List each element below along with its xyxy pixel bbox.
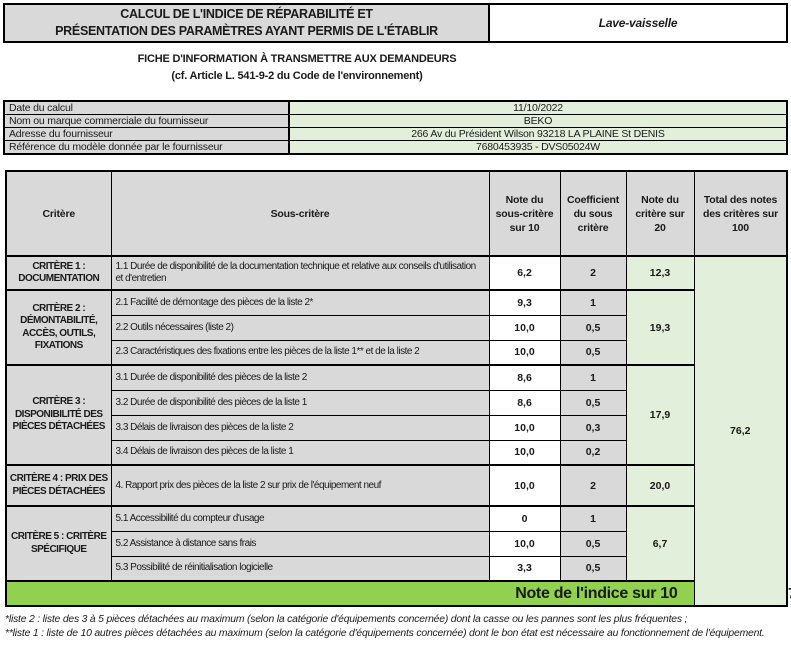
info-value-reference: 7680453935 - DVS05024W <box>288 140 788 155</box>
subcriterion-cell: 5.2 Assistance à distance sans frais <box>110 530 490 557</box>
col-header-critere: Critère <box>5 170 112 257</box>
note20-cell: 19,3 <box>625 289 695 366</box>
coeff-cell: 0,3 <box>559 414 627 441</box>
table-row: 2.3 Caractéristiques des fixations entre… <box>6 339 787 366</box>
criterion-cell: CRITÈRE 4 : PRIX DES PIÈCES DÉTACHÉES <box>5 464 112 507</box>
subcriterion-cell: 2.1 Facilité de démontage des pièces de … <box>110 289 490 316</box>
criteria-table-header: Critère Sous-critère Note du sous-critèr… <box>5 170 788 257</box>
col-header-note10: Note du sous-critère sur 10 <box>488 170 561 257</box>
subcriterion-cell: 3.1 Durée de disponibilité des pièces de… <box>110 364 490 391</box>
note10-cell: 3,3 <box>488 555 561 582</box>
footnote-liste1: **liste 1 : liste de 10 autres pièces dé… <box>5 627 765 639</box>
note10-cell: 9,3 <box>488 289 561 316</box>
note10-cell: 10,0 <box>488 414 561 441</box>
coeff-cell: 0,2 <box>559 439 627 466</box>
product-category-box: Lave-vaisselle <box>488 3 788 43</box>
col-header-total100: Total des notes des critères sur 100 <box>693 170 788 257</box>
note10-cell: 8,6 <box>488 364 561 391</box>
col-header-coefficient: Coefficient du sous critère <box>559 170 627 257</box>
note20-cell: 17,9 <box>625 364 695 466</box>
subcriterion-cell: 3.4 Délais de livraison des pièces de la… <box>110 439 490 466</box>
note20-cell: 12,3 <box>625 255 695 291</box>
subcriterion-cell: 5.1 Accessibilité du compteur d'usage <box>110 505 490 532</box>
document-subtitle: FICHE D'INFORMATION À TRANSMETTRE AUX DE… <box>0 51 594 85</box>
note20-cell: 6,7 <box>625 505 695 582</box>
table-row: 5.3 Possibilité de réinitialisation logi… <box>6 555 787 582</box>
table-row: CRITÈRE 1 : DOCUMENTATION 1.1 Durée de d… <box>5 255 788 607</box>
repairability-sheet: CALCUL DE L'INDICE DE RÉPARABILITÉ ET PR… <box>0 3 791 640</box>
coeff-cell: 2 <box>559 255 627 291</box>
subcriterion-cell: 2.3 Caractéristiques des fixations entre… <box>110 339 490 366</box>
coeff-cell: 0,5 <box>559 389 627 416</box>
coeff-cell: 1 <box>559 505 627 532</box>
note10-cell: 0 <box>488 505 561 532</box>
final-score-label: Note de l'indice sur 10 <box>5 580 695 607</box>
coeff-cell: 1 <box>559 289 627 316</box>
subcriterion-cell: 3.2 Durée de disponibilité des pièces de… <box>110 389 490 416</box>
table-row: 2.2 Outils nécessaires (liste 2) 10,0 0,… <box>6 314 787 341</box>
document-title: CALCUL DE L'INDICE DE RÉPARABILITÉ ET PR… <box>3 3 490 43</box>
info-value-brand: BEKO <box>288 114 788 128</box>
criterion-cell: CRITÈRE 1 : DOCUMENTATION <box>5 255 112 291</box>
coeff-cell: 0,5 <box>559 530 627 557</box>
col-header-note20: Note du critère sur 20 <box>625 170 695 257</box>
info-row-address: Adresse du fournisseur 266 Av du Préside… <box>3 127 788 141</box>
coeff-cell: 0,5 <box>559 314 627 341</box>
criterion-cell: CRITÈRE 3 : DISPONIBILITÉ DES PIÈCES DÉT… <box>5 364 112 466</box>
subtitle-line1: FICHE D'INFORMATION À TRANSMETTRE AUX DE… <box>137 53 457 65</box>
table-row: CRITÈRE 3 : DISPONIBILITÉ DES PIÈCES DÉT… <box>5 364 787 466</box>
info-label-brand: Nom ou marque commerciale du fournisseur <box>3 114 290 128</box>
total100-cell: 76,2 <box>693 255 788 607</box>
document-title-line2: PRÉSENTATION DES PARAMÈTRES AYANT PERMIS… <box>55 24 438 38</box>
info-row-date: Date du calcul 11/10/2022 <box>3 100 788 115</box>
coeff-cell: 1 <box>559 364 627 391</box>
subcriterion-cell: 3.3 Délais de livraison des pièces de la… <box>110 414 490 441</box>
document-header: CALCUL DE L'INDICE DE RÉPARABILITÉ ET PR… <box>3 3 788 43</box>
note10-cell: 6,2 <box>488 255 561 291</box>
subcriterion-cell: 5.3 Possibilité de réinitialisation logi… <box>110 555 490 582</box>
subtitle-line2: (cf. Article L. 541-9-2 du Code de l'env… <box>171 70 423 82</box>
info-label-date: Date du calcul <box>3 100 290 115</box>
footnote-liste2: *liste 2 : liste des 3 à 5 pièces détach… <box>5 614 688 625</box>
subcriterion-cell: 1.1 Durée de disponibilité de la documen… <box>110 255 490 291</box>
col-header-sous-critere: Sous-critère <box>110 170 490 257</box>
table-row: 3.3 Délais de livraison des pièces de la… <box>6 414 787 441</box>
table-row: 5.2 Assistance à distance sans frais 10,… <box>6 530 787 557</box>
info-label-reference: Référence du modèle donnée par le fourni… <box>3 140 290 155</box>
note10-cell: 8,6 <box>488 389 561 416</box>
info-value-date: 11/10/2022 <box>288 100 788 115</box>
document-title-line1: CALCUL DE L'INDICE DE RÉPARABILITÉ ET <box>120 7 373 21</box>
coeff-cell: 2 <box>559 464 627 507</box>
footnotes: *liste 2 : liste des 3 à 5 pièces détach… <box>5 613 785 640</box>
subcriterion-cell: 2.2 Outils nécessaires (liste 2) <box>110 314 490 341</box>
table-row: CRITÈRE 5 : CRITÈRE SPÉCIFIQUE 5.1 Acces… <box>5 505 787 582</box>
table-row: CRITÈRE 2 : DÉMONTABILITÉ, ACCÈS, OUTILS… <box>5 289 787 366</box>
note10-cell: 10,0 <box>488 530 561 557</box>
product-category-label: Lave-vaisselle <box>598 16 678 30</box>
coeff-cell: 0,5 <box>559 339 627 366</box>
criteria-table: Critère Sous-critère Note du sous-critèr… <box>5 170 791 607</box>
final-score-row: Note de l'indice sur 10 7,6 <box>5 580 791 607</box>
table-row: CRITÈRE 4 : PRIX DES PIÈCES DÉTACHÉES 4.… <box>5 464 787 507</box>
supplier-info-table: Date du calcul 11/10/2022 Nom ou marque … <box>3 100 788 155</box>
info-row-reference: Référence du modèle donnée par le fourni… <box>3 140 788 155</box>
note10-cell: 10,0 <box>488 314 561 341</box>
note10-cell: 10,0 <box>488 339 561 366</box>
note10-cell: 10,0 <box>488 439 561 466</box>
info-label-address: Adresse du fournisseur <box>3 127 290 141</box>
table-row: 3.2 Durée de disponibilité des pièces de… <box>6 389 787 416</box>
criterion-cell: CRITÈRE 5 : CRITÈRE SPÉCIFIQUE <box>5 505 112 582</box>
note20-cell: 20,0 <box>625 464 695 507</box>
coeff-cell: 0,5 <box>559 555 627 582</box>
info-value-address: 266 Av du Président Wilson 93218 LA PLAI… <box>288 127 788 141</box>
criterion-cell: CRITÈRE 2 : DÉMONTABILITÉ, ACCÈS, OUTILS… <box>5 289 112 366</box>
subcriterion-cell: 4. Rapport prix des pièces de la liste 2… <box>110 464 490 507</box>
note10-cell: 10,0 <box>488 464 561 507</box>
info-row-brand: Nom ou marque commerciale du fournisseur… <box>3 114 788 128</box>
